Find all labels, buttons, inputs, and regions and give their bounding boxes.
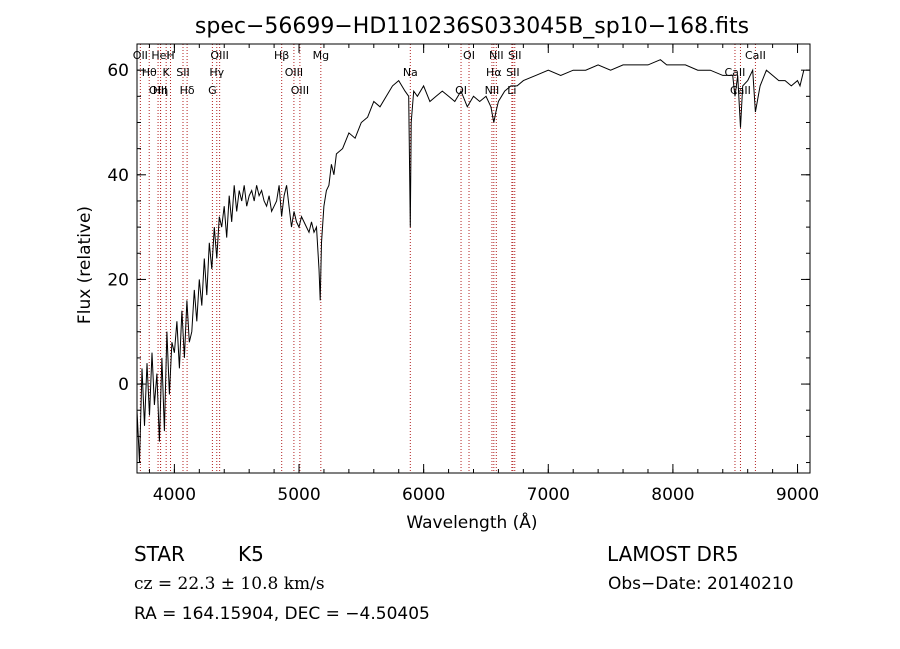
spectral-line-label: OIII: [210, 49, 228, 62]
x-tick-label: 6000: [402, 485, 445, 505]
y-tick-label: 20: [107, 270, 129, 290]
object-type: STAR: [134, 542, 185, 566]
x-tick-label: 4000: [153, 485, 196, 505]
spectral-line-label: Hθ: [142, 66, 157, 79]
spectral-line-label: Hη: [153, 84, 168, 97]
x-tick-label: 7000: [527, 485, 570, 505]
spectral-line-label: OIII: [149, 84, 167, 97]
spectral-line-label: SII: [506, 66, 519, 79]
y-tick-label: 40: [107, 166, 129, 186]
x-axis-label: Wavelength (Å): [406, 511, 537, 533]
x-tick-label: 5000: [277, 485, 320, 505]
chart-title: spec−56699−HD110236S033045B_sp10−168.fit…: [195, 14, 749, 39]
spectral-line-label: H: [166, 49, 174, 62]
spectral-line-label: SII: [508, 49, 521, 62]
coordinates: RA = 164.15904, DEC = −4.50405: [134, 604, 430, 624]
survey-name: LAMOST DR5: [607, 542, 739, 566]
spectral-line-label: Hβ: [274, 49, 289, 62]
spectral-line-label: Hγ: [209, 66, 224, 79]
spectral-line-label: Mg: [313, 49, 329, 62]
spectral-line-labels: OIIHθOIIIHeIKHηHSIIHδOIIIHγGHβOIIIOIIIMg…: [133, 49, 766, 97]
spectral-line-label: K: [163, 66, 171, 79]
spectral-line-label: G: [208, 84, 217, 97]
observation-date: Obs−Date: 20140210: [608, 574, 794, 594]
plot-frame: [136, 43, 811, 474]
spectral-line-label: CaII: [725, 66, 746, 79]
spectral-line-label: OI: [463, 49, 475, 62]
spectral-line-label: NII: [489, 49, 504, 62]
spectral-line-label: Hδ: [180, 84, 195, 97]
spectral-line-label: SII: [176, 66, 189, 79]
radial-velocity: cz = 22.3 ± 10.8 km/s: [134, 574, 325, 594]
y-tick-label: 60: [107, 61, 129, 81]
y-tick-label: 0: [118, 375, 129, 395]
spectral-line-label: NII: [485, 84, 500, 97]
spectral-line-label: OIII: [291, 84, 309, 97]
axis-ticks: [137, 43, 810, 473]
spectral-line-label: Hα: [486, 66, 502, 79]
spectral-line-label: OII: [133, 49, 148, 62]
spectral-line-label: Li: [507, 84, 516, 97]
spectrum-line: [136, 59, 805, 463]
x-tick-label: 8000: [651, 485, 694, 505]
spectral-line-markers: [139, 44, 756, 473]
spectral-line-label: OIII: [285, 66, 303, 79]
spectral-line-label: Na: [403, 66, 418, 79]
axis-tick-labels: 4000 5000 6000 7000 8000 9000 0 20 40 60: [107, 61, 819, 505]
spectral-line-label: CaII: [730, 84, 751, 97]
y-axis-label: Flux (relative): [75, 206, 95, 324]
x-tick-label: 9000: [776, 485, 819, 505]
spectral-subclass: K5: [238, 542, 264, 566]
spectral-line-label: CaII: [745, 49, 766, 62]
spectral-line-label: HeI: [151, 49, 169, 62]
